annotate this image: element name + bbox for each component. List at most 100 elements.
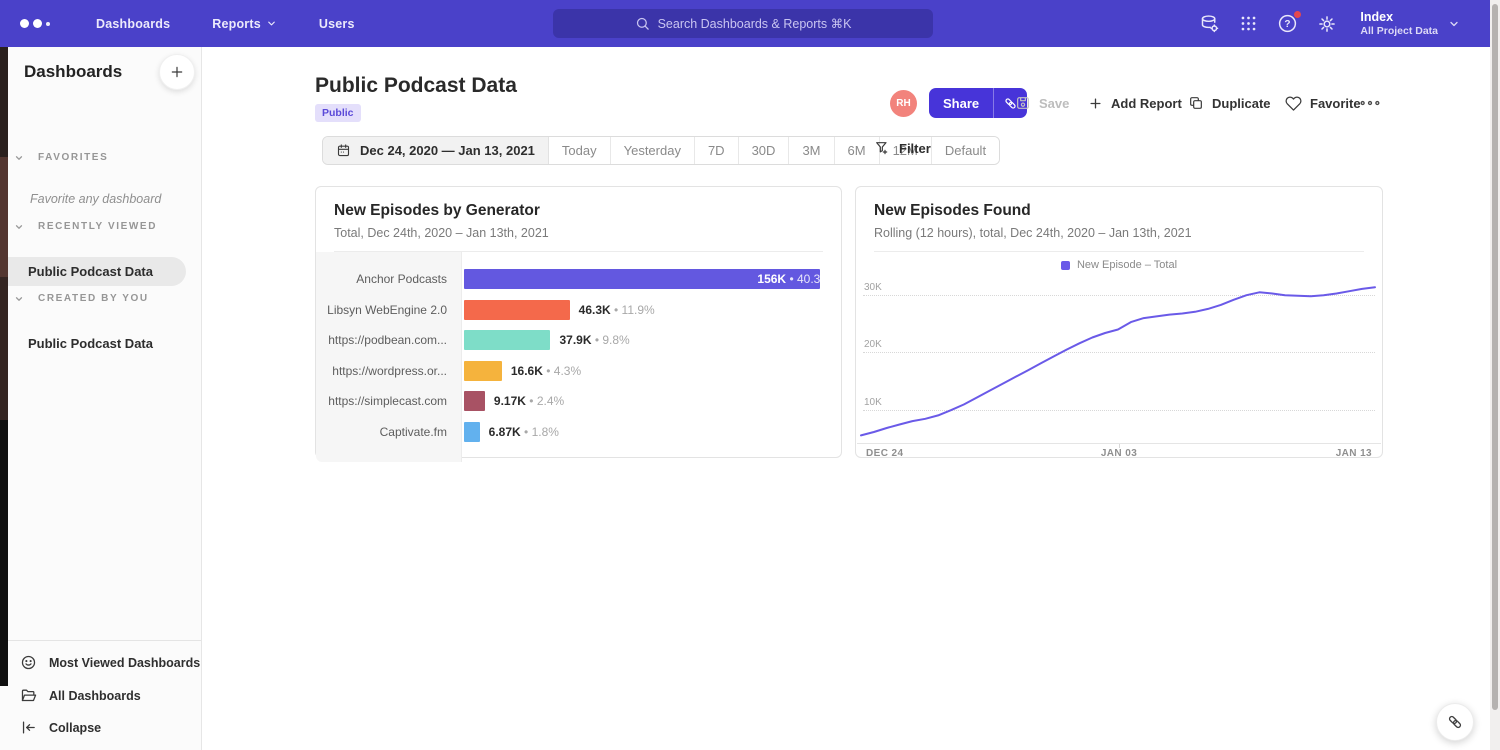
bar-track: 156K • 40.3% [464,269,841,290]
date-range-picker[interactable]: Dec 24, 2020 — Jan 13, 2021 [323,137,549,164]
preset-6m[interactable]: 6M [834,137,880,164]
bar-chart: Anchor Podcasts 156K • 40.3% Libsyn WebEng… [316,252,841,462]
preset-7d[interactable]: 7D [694,137,739,164]
date-range-label: Dec 24, 2020 — Jan 13, 2021 [360,143,535,158]
bar-value-label: 6.87K • 1.8% [488,424,559,439]
bar[interactable] [464,330,551,351]
report-card-new-episodes-found[interactable]: New Episodes Found Rolling (12 hours), t… [855,186,1383,459]
card-title: New Episodes Found [874,202,1031,219]
sidebar-title: Dashboards [24,62,123,81]
nav-users[interactable]: Users [319,17,355,31]
help-icon[interactable]: ? [1277,10,1303,34]
preset-3m[interactable]: 3M [789,137,835,164]
sidebar-item-public-podcast-data-created[interactable]: Public Podcast Data [0,329,186,358]
card-subtitle: Total, Dec 24th, 2020 – Jan 13th, 2021 [334,226,549,240]
app-logo-icon[interactable] [20,19,54,28]
x-axis-tick [1119,444,1120,448]
bar-track: 46.3K • 11.9% [464,299,841,320]
duplicate-label: Duplicate [1212,95,1271,111]
bar[interactable] [464,299,570,320]
scrollbar-track[interactable] [1490,0,1500,750]
filter-button[interactable]: Filter [874,140,931,156]
bar-row[interactable]: https://wordpress.or... 16.6K • 4.3% [316,356,841,387]
section-label: CREATED BY YOU [38,293,149,304]
avatar[interactable]: RH [890,90,917,117]
divider [334,251,823,252]
duplicate-button[interactable]: Duplicate [1188,88,1271,118]
sidebar-section-created-by-you[interactable]: CREATED BY YOU [14,293,149,304]
visibility-badge: Public [315,104,361,122]
bar-track: 37.9K • 9.8% [464,330,841,351]
floating-share-link-button[interactable] [1436,703,1474,741]
bar-value-label: 9.17K • 2.4% [493,394,565,409]
bar-row[interactable]: Anchor Podcasts 156K • 40.3% [316,264,841,295]
bar[interactable] [464,421,480,442]
save-button[interactable]: Save [1015,88,1069,118]
bar[interactable] [464,269,820,290]
bar-value-label: 37.9K • 9.8% [559,333,630,348]
preset-default[interactable]: Default [931,137,1000,164]
sidebar-item-all-dashboards[interactable]: All Dashboards [20,687,141,704]
settings-gear-icon[interactable] [1317,14,1337,34]
apps-grid-icon[interactable] [1239,14,1258,33]
chart-legend: New Episode – Total [856,252,1382,278]
section-label: RECENTLY VIEWED [38,221,158,232]
bar-row[interactable]: https://podbean.com... 37.9K • 9.8% [316,325,841,356]
save-label: Save [1039,95,1070,111]
save-icon [1015,95,1031,111]
bar[interactable] [464,360,502,381]
nav-reports[interactable]: Reports [212,17,277,31]
more-options-button[interactable] [1360,88,1380,118]
bar-track: 9.17K • 2.4% [464,391,841,412]
preset-today[interactable]: Today [548,137,611,164]
report-card-new-episodes-by-generator[interactable]: New Episodes by Generator Total, Dec 24t… [315,186,842,462]
x-axis: DEC 24 JAN 03 JAN 13 [862,444,1376,462]
preset-30d[interactable]: 30D [738,137,790,164]
bar-row[interactable]: https://simplecast.com 9.17K • 2.4% [316,386,841,417]
bar[interactable] [464,391,485,412]
preset-12m[interactable]: 12M [879,137,932,164]
sidebar-section-recently-viewed[interactable]: RECENTLY VIEWED [14,221,157,232]
y-axis-tick-label: 20K [864,339,882,351]
add-dashboard-button[interactable] [159,54,195,90]
project-name: Index [1360,9,1394,24]
search-input[interactable]: Search Dashboards & Reports ⌘K [553,9,933,38]
favorite-label: Favorite [1310,95,1361,111]
divider [874,251,1364,252]
bar-category-label: Libsyn WebEngine 2.0 [327,302,447,317]
folder-icon [20,687,37,704]
chevron-down-icon [1450,21,1458,26]
data-management-icon[interactable] [1199,13,1220,34]
share-button-group: Share [929,88,1028,118]
scrollbar-thumb[interactable] [1492,4,1498,710]
chevron-down-icon [15,296,23,301]
bar-row[interactable]: Captivate.fm 6.87K • 1.8% [316,417,841,448]
add-report-button[interactable]: Add Report [1088,88,1182,118]
x-axis-tick-label: JAN 13 [1335,448,1372,459]
plus-icon [1088,96,1103,111]
share-button[interactable]: Share [929,88,995,118]
bar-category-label: Captivate.fm [379,424,447,439]
project-scope: All Project Data [1360,24,1438,37]
footer-item-label: Most Viewed Dashboards [49,655,201,670]
sidebar-section-favorites[interactable]: FAVORITES [14,152,108,163]
footer-item-label: All Dashboards [49,688,141,703]
sidebar-item-most-viewed-dashboards[interactable]: Most Viewed Dashboards [20,654,200,671]
line-series [860,286,1376,437]
search-icon [636,17,649,30]
project-switcher[interactable]: Index All Project Data [1360,10,1460,38]
sidebar-item-public-podcast-data[interactable]: Public Podcast Data [0,257,186,286]
plus-icon [171,66,183,78]
card-subtitle: Rolling (12 hours), total, Dec 24th, 202… [874,226,1192,240]
gridline [863,352,1375,354]
card-title: New Episodes by Generator [334,202,540,219]
favorite-button[interactable]: Favorite [1285,88,1361,118]
svg-text:?: ? [1285,19,1291,30]
preset-yesterday[interactable]: Yesterday [610,137,695,164]
bar-chart-label-column [316,252,462,462]
sidebar-collapse-button[interactable]: Collapse [20,719,101,736]
nav-users-label: Users [318,16,355,31]
bar-row[interactable]: Libsyn WebEngine 2.0 46.3K • 11.9% [316,295,841,326]
nav-dashboards[interactable]: Dashboards [96,17,170,31]
more-dots-icon [1360,100,1380,106]
